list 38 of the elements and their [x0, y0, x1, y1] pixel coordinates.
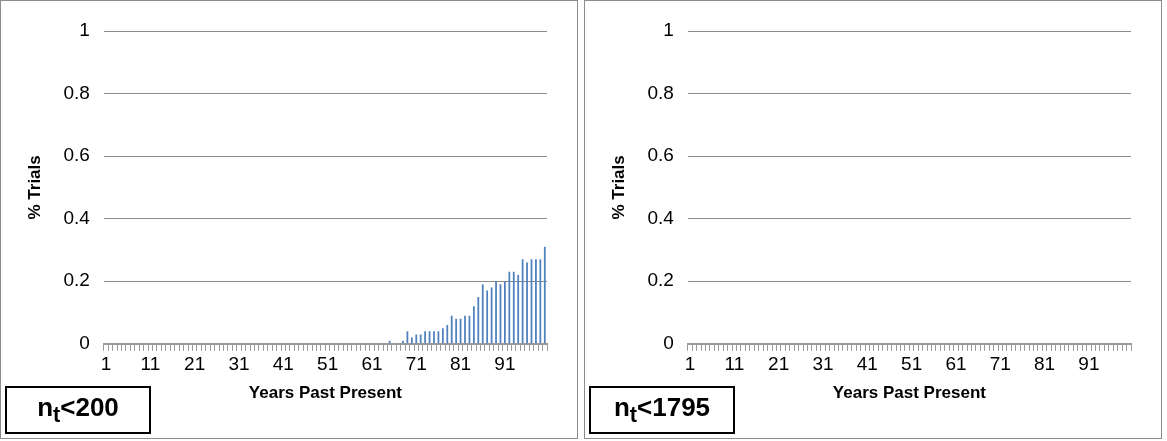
x-tick-label: 51: [901, 353, 923, 375]
x-tick-label: 1: [100, 353, 112, 375]
y-tick-label: 0.2: [63, 269, 90, 291]
x-tick-label: 51: [317, 353, 339, 375]
x-tick-label: 31: [812, 353, 834, 375]
y-tick-label: 1: [79, 19, 90, 41]
x-tick-label: 1: [684, 353, 696, 375]
x-tick-label: 61: [361, 353, 383, 375]
y-axis-title: % Trials: [24, 155, 44, 220]
x-tick-label: 41: [856, 353, 878, 375]
x-tick-label: 81: [1034, 353, 1056, 375]
x-tick-label: 11: [140, 353, 161, 375]
x-tick-label: 81: [450, 353, 472, 375]
x-tick-label: 21: [184, 353, 206, 375]
text: n$_{t}$<1795: [613, 391, 711, 429]
y-tick-label: 0: [79, 332, 90, 354]
y-tick-label: 0.6: [63, 144, 90, 166]
y-tick-label: 0.4: [647, 206, 675, 228]
x-tick-label: 41: [272, 353, 294, 375]
x-axis-title: Years Past Present: [832, 383, 987, 403]
x-tick-label: 61: [945, 353, 967, 375]
x-tick-label: 71: [989, 353, 1011, 375]
x-tick-label: 11: [724, 353, 745, 375]
y-tick-label: 0.2: [647, 269, 674, 291]
text: n$_{t}$<200: [37, 391, 119, 429]
x-axis-title: Years Past Present: [248, 383, 403, 403]
y-tick-label: 0: [663, 332, 674, 354]
x-tick-label: 91: [1078, 353, 1100, 375]
x-tick-label: 71: [405, 353, 427, 375]
y-tick-label: 0.8: [63, 81, 90, 103]
y-tick-label: 0.8: [647, 81, 674, 103]
y-axis-title: % Trials: [608, 155, 628, 220]
y-tick-label: 1: [663, 19, 674, 41]
x-tick-label: 21: [768, 353, 790, 375]
y-tick-label: 0.6: [647, 144, 674, 166]
x-tick-label: 31: [228, 353, 250, 375]
x-tick-label: 91: [494, 353, 516, 375]
y-tick-label: 0.4: [63, 206, 91, 228]
